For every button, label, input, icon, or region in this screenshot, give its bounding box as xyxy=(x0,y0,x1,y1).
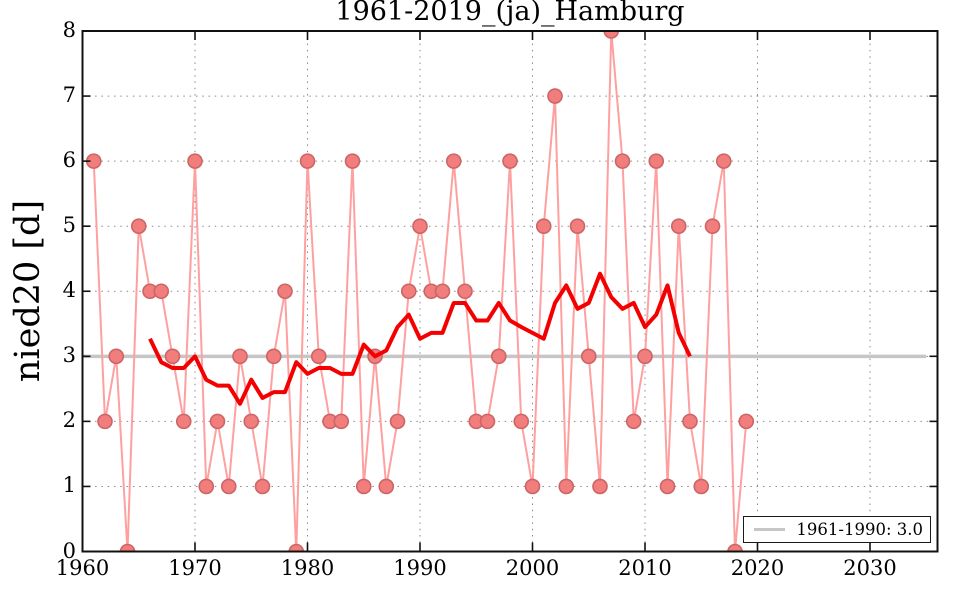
data-point-marker xyxy=(704,218,721,234)
data-point-marker xyxy=(670,218,687,234)
data-point-marker xyxy=(715,153,732,169)
data-point-marker xyxy=(97,413,113,430)
data-point-marker xyxy=(412,218,428,234)
data-point-marker xyxy=(243,413,260,430)
data-point-marker xyxy=(524,478,541,495)
data-point-marker xyxy=(569,218,586,234)
axis-ticks xyxy=(81,30,938,553)
data-point-marker xyxy=(558,478,575,495)
data-point-marker xyxy=(592,478,608,495)
data-point-marker xyxy=(479,413,496,430)
gridlines xyxy=(82,30,938,552)
data-point-marker xyxy=(648,153,665,169)
data-point-marker xyxy=(445,153,462,169)
data-point-marker xyxy=(378,478,395,495)
data-point-marker xyxy=(277,283,293,300)
data-point-marker xyxy=(344,153,361,169)
data-point-marker xyxy=(355,478,372,495)
data-point-marker xyxy=(220,478,237,495)
data-point-marker xyxy=(164,348,181,365)
data-layer xyxy=(85,31,755,552)
data-point-marker xyxy=(434,283,451,300)
data-point-marker xyxy=(535,218,552,234)
data-point-marker xyxy=(659,478,676,495)
data-point-marker xyxy=(603,31,620,39)
data-point-marker xyxy=(513,413,530,430)
data-point-marker xyxy=(693,478,710,495)
data-point-marker xyxy=(547,88,563,104)
data-point-marker xyxy=(614,153,631,169)
data-point-marker xyxy=(175,413,192,430)
data-point-marker xyxy=(198,478,215,495)
data-point-marker xyxy=(187,153,203,169)
annual-series-markers xyxy=(85,31,755,552)
data-point-marker xyxy=(727,543,743,552)
data-point-marker xyxy=(310,348,327,365)
running-mean-line xyxy=(148,271,692,406)
data-point-marker xyxy=(682,413,698,430)
data-point-marker xyxy=(108,348,125,365)
data-point-marker xyxy=(232,348,248,365)
data-point-marker xyxy=(254,478,271,495)
data-point-marker xyxy=(580,348,597,365)
data-point-marker xyxy=(333,413,350,430)
data-point-marker xyxy=(457,283,473,300)
data-point-marker xyxy=(209,413,226,430)
data-point-marker xyxy=(490,348,507,365)
data-point-marker xyxy=(130,218,147,234)
data-point-marker xyxy=(625,413,642,430)
plot-border xyxy=(81,30,939,553)
data-point-marker xyxy=(299,153,316,169)
data-point-marker xyxy=(738,413,755,430)
data-point-marker xyxy=(400,283,417,300)
data-point-marker xyxy=(288,543,305,552)
data-point-marker xyxy=(502,153,518,169)
data-point-marker xyxy=(265,348,282,365)
data-point-marker xyxy=(637,348,653,365)
data-point-marker xyxy=(119,543,136,552)
data-point-marker xyxy=(153,283,170,300)
data-point-marker xyxy=(389,413,406,430)
